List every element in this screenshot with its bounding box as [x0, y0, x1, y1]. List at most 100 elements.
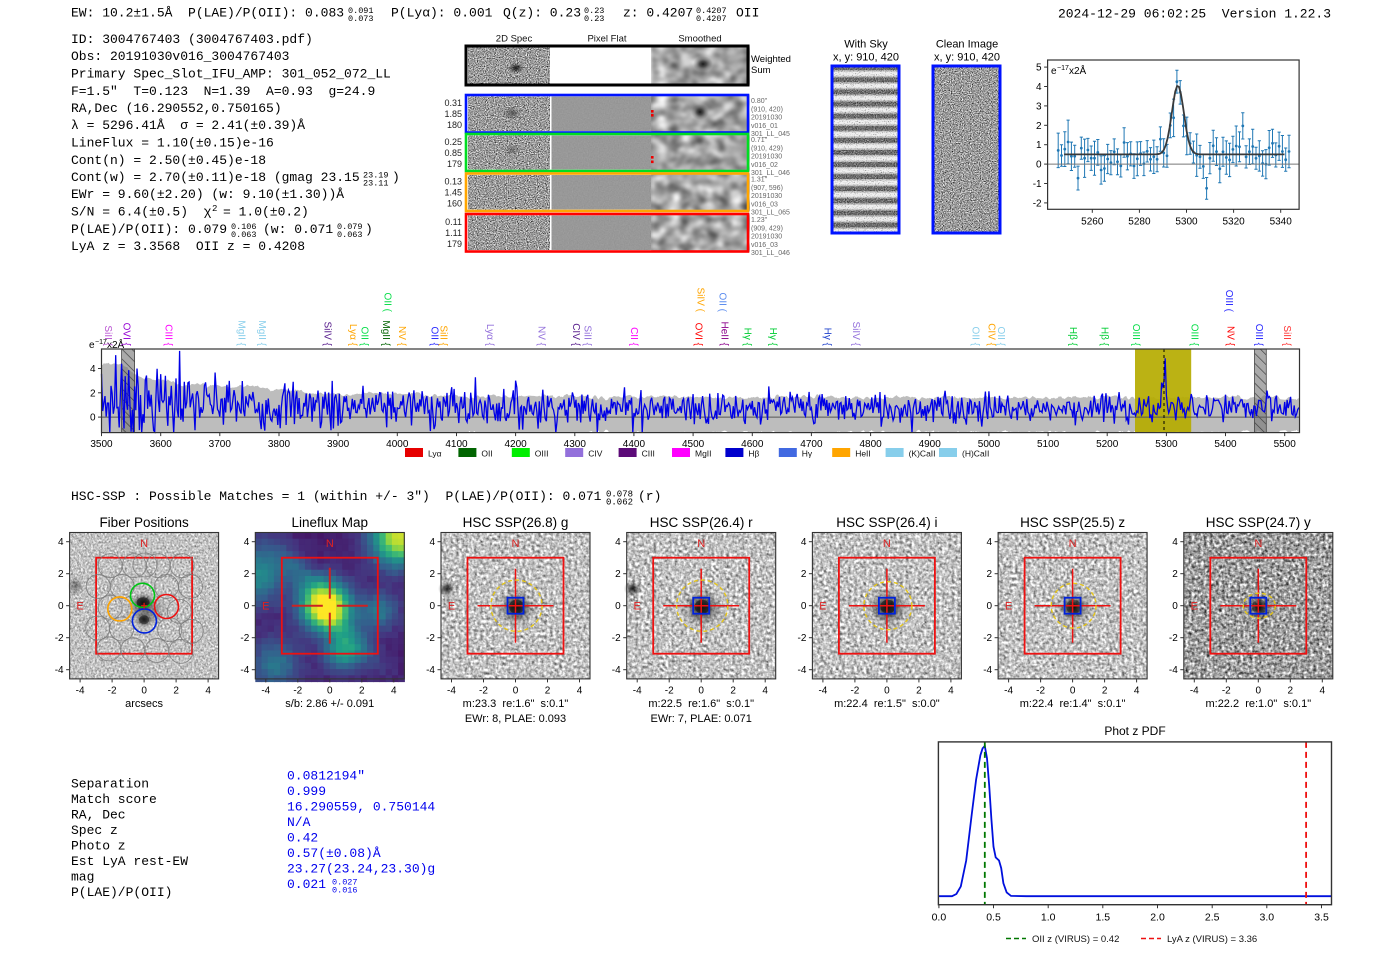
svg-text:301_LL_046: 301_LL_046	[751, 170, 790, 177]
svg-text:SiII {: SiII {	[438, 325, 449, 346]
svg-text:mag: mag	[71, 870, 94, 885]
svg-text:4800: 4800	[859, 439, 882, 450]
svg-text:Est LyA rest-EW: Est LyA rest-EW	[71, 854, 188, 869]
svg-text:OII (: OII (	[716, 293, 727, 313]
svg-text:N: N	[326, 538, 334, 550]
svg-text:EW: 10.2±1.5Å P(LAE)/P(OII):: EW: 10.2±1.5Å P(LAE)/P(OII): 0.083	[71, 6, 344, 21]
svg-text:OIII {: OIII {	[1253, 324, 1264, 347]
svg-text:0.71": 0.71"	[751, 137, 768, 144]
svg-text:OII {: OII {	[358, 327, 369, 347]
svg-text:5320: 5320	[1222, 216, 1245, 227]
svg-text:-1: -1	[1033, 179, 1042, 190]
svg-text:0.4207: 0.4207	[696, 14, 727, 24]
svg-text:3900: 3900	[327, 439, 350, 450]
svg-text:SiIV {: SiIV {	[321, 322, 332, 347]
svg-text:HSC SSP(26.4) i: HSC SSP(26.4) i	[836, 515, 937, 530]
svg-text:-2: -2	[1222, 685, 1231, 696]
svg-text:e: e	[89, 340, 95, 351]
svg-text:-2: -2	[797, 633, 806, 644]
svg-text:Hβ: Hβ	[748, 449, 759, 459]
svg-text:0.091: 0.091	[348, 6, 374, 16]
svg-text:4: 4	[90, 364, 96, 375]
svg-text:SiIV {: SiIV {	[850, 322, 861, 347]
svg-text:-4: -4	[1169, 665, 1178, 676]
svg-text:2.5: 2.5	[1205, 912, 1220, 924]
svg-text:): )	[365, 222, 373, 237]
svg-text:CII {: CII {	[628, 327, 639, 347]
svg-text:1.11: 1.11	[445, 228, 462, 238]
svg-text:4900: 4900	[919, 439, 942, 450]
svg-text:0: 0	[1256, 685, 1262, 696]
svg-text:-2: -2	[426, 633, 435, 644]
svg-text:OII z (VIRUS) = 0.42: OII z (VIRUS) = 0.42	[1032, 934, 1119, 945]
svg-text:160: 160	[447, 199, 462, 209]
svg-text:RA,Dec (16.290552,0.750165): RA,Dec (16.290552,0.750165)	[71, 101, 282, 116]
svg-text:e: e	[1051, 66, 1057, 77]
svg-text:2: 2	[429, 569, 435, 580]
svg-text:Phot z PDF: Phot z PDF	[1104, 724, 1165, 738]
svg-text:m:22.5 re:1.6" s:0.1": m:22.5 re:1.6" s:0.1"	[648, 698, 754, 710]
svg-text:SiII {: SiII {	[102, 325, 113, 346]
svg-text:CIV {: CIV {	[986, 323, 997, 346]
svg-text:E: E	[1191, 601, 1198, 613]
svg-text:Spec z: Spec z	[71, 823, 118, 838]
svg-text:2: 2	[545, 685, 551, 696]
svg-text:4: 4	[615, 537, 621, 548]
svg-text:-4: -4	[240, 665, 249, 676]
svg-text:0: 0	[884, 685, 890, 696]
svg-text:20191030: 20191030	[751, 154, 782, 161]
svg-text:-4: -4	[55, 665, 64, 676]
svg-text:EWr: 7, PLAE: 0.071: EWr: 7, PLAE: 0.071	[651, 713, 752, 725]
svg-text:5: 5	[1036, 63, 1042, 74]
svg-text:(910, 429): (910, 429)	[751, 145, 783, 152]
svg-text:4: 4	[801, 537, 807, 548]
svg-text:LyA z (VIRUS) = 3.36: LyA z (VIRUS) = 3.36	[1167, 934, 1257, 945]
svg-text:): )	[392, 170, 400, 185]
svg-text:301_LL_046: 301_LL_046	[751, 250, 790, 257]
svg-text:4400: 4400	[623, 439, 646, 450]
svg-text:4000: 4000	[386, 439, 409, 450]
svg-text:2: 2	[801, 569, 807, 580]
svg-text:OII {: OII {	[995, 327, 1006, 347]
svg-text:-2: -2	[665, 685, 674, 696]
svg-text:2: 2	[1288, 685, 1294, 696]
svg-text:4600: 4600	[741, 439, 764, 450]
svg-text:0.062: 0.062	[606, 498, 633, 508]
svg-text:(909, 429): (909, 429)	[751, 225, 783, 232]
svg-text:4200: 4200	[504, 439, 527, 450]
svg-text:5400: 5400	[1214, 439, 1237, 450]
svg-text:With Sky: With Sky	[844, 39, 888, 51]
svg-text:E: E	[448, 601, 455, 613]
svg-text:E: E	[634, 601, 641, 613]
svg-text:E: E	[76, 601, 83, 613]
svg-text:-2: -2	[55, 633, 64, 644]
svg-text:0.23: 0.23	[584, 14, 604, 24]
svg-text:N: N	[140, 538, 148, 550]
svg-text:OII {: OII {	[970, 327, 981, 347]
svg-text:0.073: 0.073	[348, 14, 374, 24]
svg-text:-2: -2	[1033, 198, 1042, 209]
svg-text:HeII {: HeII {	[718, 322, 729, 347]
svg-text:E: E	[1005, 601, 1012, 613]
svg-text:x2Å: x2Å	[107, 338, 125, 351]
svg-text:E: E	[819, 601, 826, 613]
svg-text:0.85: 0.85	[444, 148, 462, 158]
svg-text:2: 2	[987, 569, 993, 580]
svg-text:1.85: 1.85	[444, 109, 462, 119]
svg-text:2: 2	[212, 204, 217, 214]
svg-text:2: 2	[244, 569, 250, 580]
svg-text:-4: -4	[1004, 685, 1013, 696]
svg-text:Lyα: Lyα	[428, 449, 442, 459]
svg-text:0.063: 0.063	[337, 230, 363, 240]
svg-text:N: N	[883, 538, 891, 550]
svg-text:5340: 5340	[1270, 216, 1293, 227]
svg-text:0.027: 0.027	[332, 878, 358, 888]
svg-text:HSC SSP(26.8) g: HSC SSP(26.8) g	[463, 515, 569, 530]
svg-text:OIII {: OIII {	[1188, 324, 1199, 347]
svg-text:4: 4	[987, 537, 993, 548]
svg-text:0.25: 0.25	[444, 137, 462, 147]
svg-text:1.23": 1.23"	[751, 217, 768, 224]
svg-text:0.0812194": 0.0812194"	[287, 769, 365, 784]
svg-text:0.063: 0.063	[231, 230, 257, 240]
svg-text:(K)CaII: (K)CaII	[909, 449, 936, 459]
